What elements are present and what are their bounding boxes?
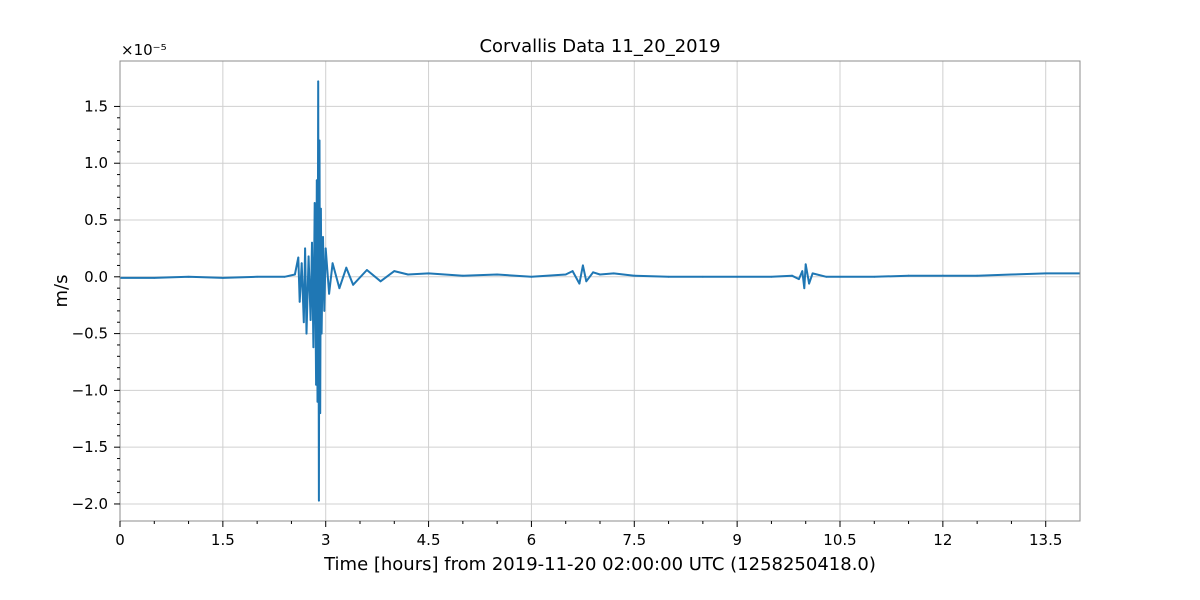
x-tick-label: 4.5 <box>417 531 441 549</box>
data-point <box>811 272 814 275</box>
data-point <box>592 271 594 274</box>
data-point <box>317 80 320 83</box>
data-point <box>318 499 320 502</box>
data-point <box>328 292 330 295</box>
data-point <box>307 255 310 258</box>
data-point <box>801 270 804 272</box>
data-point <box>331 262 334 265</box>
data-point <box>153 277 156 279</box>
data-point <box>599 273 601 276</box>
y-tick-label: −2.0 <box>72 495 108 513</box>
y-offset-label: ×10⁻⁵ <box>121 41 167 59</box>
data-point <box>825 275 828 278</box>
data-point <box>791 274 793 277</box>
data-point <box>462 274 464 277</box>
data-point <box>313 202 316 204</box>
data-point <box>297 256 300 259</box>
data-point <box>571 270 574 272</box>
data-point <box>315 179 318 182</box>
data-point <box>324 247 327 250</box>
data-point <box>633 274 636 277</box>
data-point <box>294 273 296 276</box>
data-point <box>319 412 322 414</box>
y-axis-label: m/s <box>51 275 72 308</box>
x-tick-label: 1.5 <box>211 531 235 549</box>
data-point <box>582 264 584 267</box>
y-tick-label: −0.5 <box>72 325 108 343</box>
x-tick-label: 10.5 <box>823 531 856 549</box>
data-point <box>530 275 533 278</box>
data-point <box>578 282 581 285</box>
data-point <box>304 247 306 250</box>
data-point <box>496 273 498 276</box>
data-point <box>316 400 319 403</box>
data-point <box>323 310 326 312</box>
data-point <box>564 273 567 276</box>
data-point <box>839 275 841 278</box>
chart-title: Corvallis Data 11_20_2019 <box>479 36 720 57</box>
y-tick-label: 0.5 <box>84 211 108 229</box>
data-point <box>352 283 354 286</box>
plot-area <box>120 80 1080 502</box>
x-tick-label: 9 <box>732 531 742 549</box>
data-point <box>318 139 321 142</box>
data-point <box>256 275 258 278</box>
x-tick-label: 7.5 <box>622 531 646 549</box>
data-point <box>736 275 738 278</box>
data-point <box>612 272 615 275</box>
data-point <box>311 241 313 244</box>
x-axis-label: Time [hours] from 2019-11-20 02:00:00 UT… <box>323 554 876 575</box>
data-point <box>320 207 322 210</box>
data-point <box>338 287 341 290</box>
data-point <box>366 269 368 271</box>
data-point <box>345 266 348 269</box>
data-point <box>379 280 382 283</box>
data-point <box>907 274 910 277</box>
data-point <box>309 319 312 321</box>
data-point <box>222 277 224 279</box>
y-tick-label: 1.5 <box>84 97 108 115</box>
data-point <box>315 383 317 386</box>
data-point <box>942 274 944 277</box>
data-point <box>320 332 323 335</box>
x-tick-label: 0 <box>115 531 125 549</box>
y-tick-label: −1.5 <box>72 438 108 456</box>
data-point <box>312 346 315 349</box>
data-point <box>702 275 704 278</box>
data-point <box>803 287 806 290</box>
x-tick-label: 13.5 <box>1029 531 1062 549</box>
y-tick-label: −1.0 <box>72 381 108 399</box>
data-point <box>393 270 396 272</box>
data-point <box>427 272 430 275</box>
data-point <box>976 274 978 277</box>
data-point <box>770 275 773 278</box>
data-point <box>305 332 308 335</box>
y-tick-label: 1.0 <box>84 154 108 172</box>
data-point <box>298 300 301 303</box>
x-axis: 0 1.5 3 4.5 6 7.5 9 10.5 12 13.5 <box>115 521 1062 549</box>
data-point <box>873 275 876 278</box>
data-point <box>302 321 305 324</box>
x-tick-label: 3 <box>321 531 331 549</box>
plot-frame <box>119 60 1081 522</box>
y-tick-label: 0.0 <box>84 268 108 286</box>
data-point <box>1044 272 1047 275</box>
data-point <box>798 278 800 280</box>
series-line <box>120 80 1080 502</box>
data-point <box>804 263 807 266</box>
data-point <box>667 275 670 278</box>
data-point <box>187 275 190 278</box>
data-point <box>407 273 409 276</box>
y-axis: −2.0 −1.5 −1.0 −0.5 0.0 0.5 1.0 1.5 <box>72 97 120 513</box>
data-point <box>300 262 303 265</box>
x-tick-label: 12 <box>933 531 952 549</box>
data-point <box>1010 273 1013 276</box>
data-point <box>808 282 810 285</box>
grid-lines <box>119 61 1080 521</box>
x-tick-label: 6 <box>527 531 537 549</box>
data-point <box>585 280 588 283</box>
data-point <box>322 236 324 238</box>
data-point <box>283 275 286 278</box>
